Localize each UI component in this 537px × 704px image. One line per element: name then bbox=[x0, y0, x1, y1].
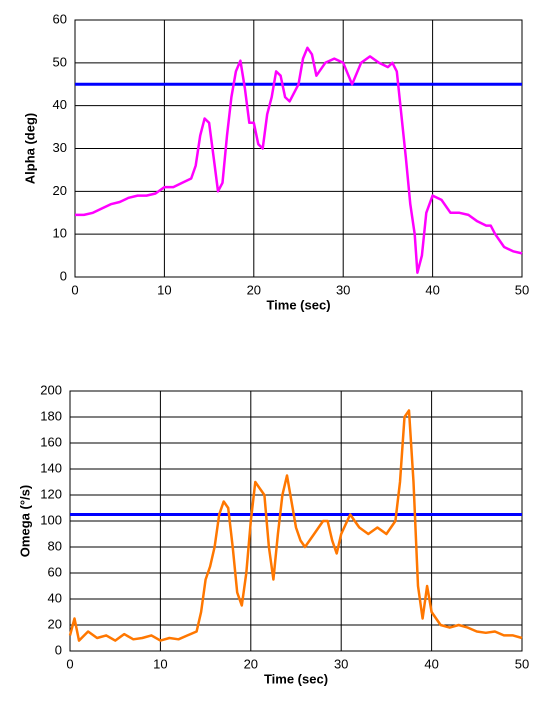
y-axis-title: Omega (°/s) bbox=[17, 485, 32, 557]
x-tick-label: 30 bbox=[336, 282, 350, 297]
y-tick-label: 0 bbox=[60, 268, 67, 283]
y-tick-label: 30 bbox=[53, 140, 67, 155]
y-tick-label: 120 bbox=[40, 486, 62, 501]
y-tick-label: 0 bbox=[55, 642, 62, 657]
y-tick-label: 100 bbox=[40, 512, 62, 527]
x-tick-label: 0 bbox=[66, 656, 73, 671]
x-axis-title: Time (sec) bbox=[264, 671, 328, 686]
x-tick-label: 30 bbox=[334, 656, 348, 671]
y-tick-label: 20 bbox=[53, 183, 67, 198]
plot-frame bbox=[74, 19, 523, 278]
y-tick-label: 200 bbox=[40, 382, 62, 397]
data-line bbox=[68, 409, 523, 642]
x-tick-label: 40 bbox=[424, 656, 438, 671]
y-tick-label: 140 bbox=[40, 460, 62, 475]
x-axis-title: Time (sec) bbox=[266, 297, 330, 312]
x-tick-label: 20 bbox=[244, 656, 258, 671]
y-tick-label: 20 bbox=[48, 616, 62, 631]
x-tick-label: 40 bbox=[425, 282, 439, 297]
x-tick-label: 20 bbox=[247, 282, 261, 297]
y-tick-label: 40 bbox=[48, 590, 62, 605]
x-tick-label: 50 bbox=[515, 282, 529, 297]
data-line bbox=[75, 46, 523, 274]
x-tick-label: 10 bbox=[153, 656, 167, 671]
y-tick-label: 10 bbox=[53, 226, 67, 241]
y-tick-label: 40 bbox=[53, 97, 67, 112]
y-axis-title: Alpha (deg) bbox=[22, 113, 37, 185]
y-tick-label: 160 bbox=[40, 434, 62, 449]
y-tick-label: 60 bbox=[48, 564, 62, 579]
y-tick-label: 60 bbox=[53, 11, 67, 26]
y-tick-label: 50 bbox=[53, 54, 67, 69]
y-tick-label: 180 bbox=[40, 408, 62, 423]
x-tick-label: 50 bbox=[515, 656, 529, 671]
y-tick-label: 80 bbox=[48, 538, 62, 553]
x-tick-label: 10 bbox=[157, 282, 171, 297]
x-tick-label: 0 bbox=[71, 282, 78, 297]
plot-frame bbox=[69, 390, 523, 652]
